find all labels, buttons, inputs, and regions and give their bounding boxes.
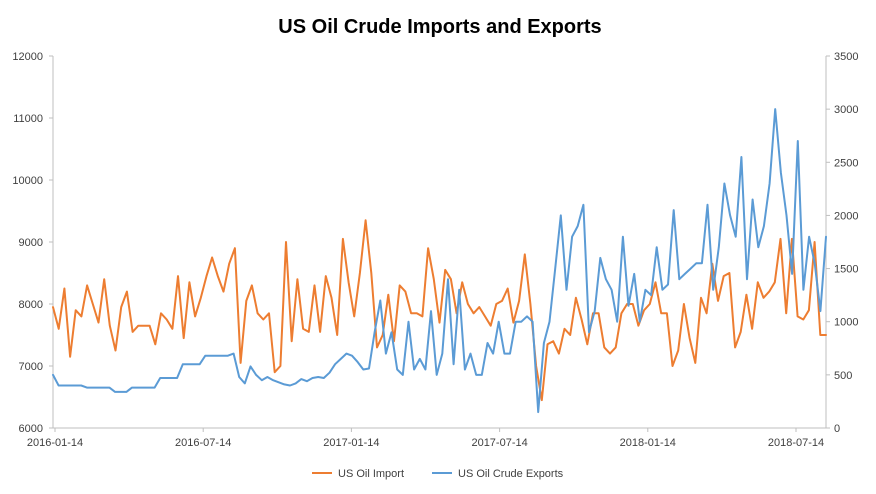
y-axis-ticks: 6000 7000 8000 9000 10000 11000 12000	[12, 51, 53, 435]
y2-tick-label: 3000	[834, 104, 858, 116]
series-line-us-oil-crude-exports	[52, 108, 827, 414]
x-tick-label: 2018-07-14	[768, 437, 824, 449]
y-tick-label: 12000	[12, 51, 43, 63]
series-layer	[52, 108, 827, 414]
y2-tick-label: 500	[834, 370, 852, 382]
y-tick-label: 10000	[12, 175, 43, 187]
y-tick-label: 7000	[19, 361, 43, 373]
x-tick-label: 2016-07-14	[175, 437, 231, 449]
x-tick-label: 2017-01-14	[323, 437, 379, 449]
y-tick-label: 9000	[19, 237, 43, 249]
legend-label-export: US Oil Crude Exports	[458, 468, 564, 480]
series-line-us-oil-import	[52, 219, 827, 402]
y2-tick-label: 1000	[834, 317, 858, 329]
x-tick-label: 2016-01-14	[27, 437, 83, 449]
legend: US Oil Import US Oil Crude Exports	[312, 468, 564, 480]
y2-tick-label: 3500	[834, 51, 858, 63]
y-tick-label: 11000	[13, 113, 43, 125]
y2-tick-label: 2000	[834, 210, 858, 222]
y-tick-label: 8000	[19, 299, 43, 311]
y2-axis-ticks: 0 500 1000 1500 2000 2500 3000 3500	[826, 51, 858, 435]
x-tick-label: 2018-01-14	[620, 437, 676, 449]
y-tick-label: 6000	[19, 423, 43, 435]
chart-title: US Oil Crude Imports and Exports	[278, 16, 601, 38]
y2-tick-label: 2500	[834, 157, 858, 169]
legend-label-import: US Oil Import	[338, 468, 404, 480]
y2-tick-label: 1500	[834, 264, 858, 276]
y2-tick-label: 0	[834, 423, 840, 435]
x-tick-label: 2017-07-14	[471, 437, 527, 449]
x-axis-ticks: 2016-01-14 2016-07-14 2017-01-14 2017-07-14…	[27, 428, 824, 449]
